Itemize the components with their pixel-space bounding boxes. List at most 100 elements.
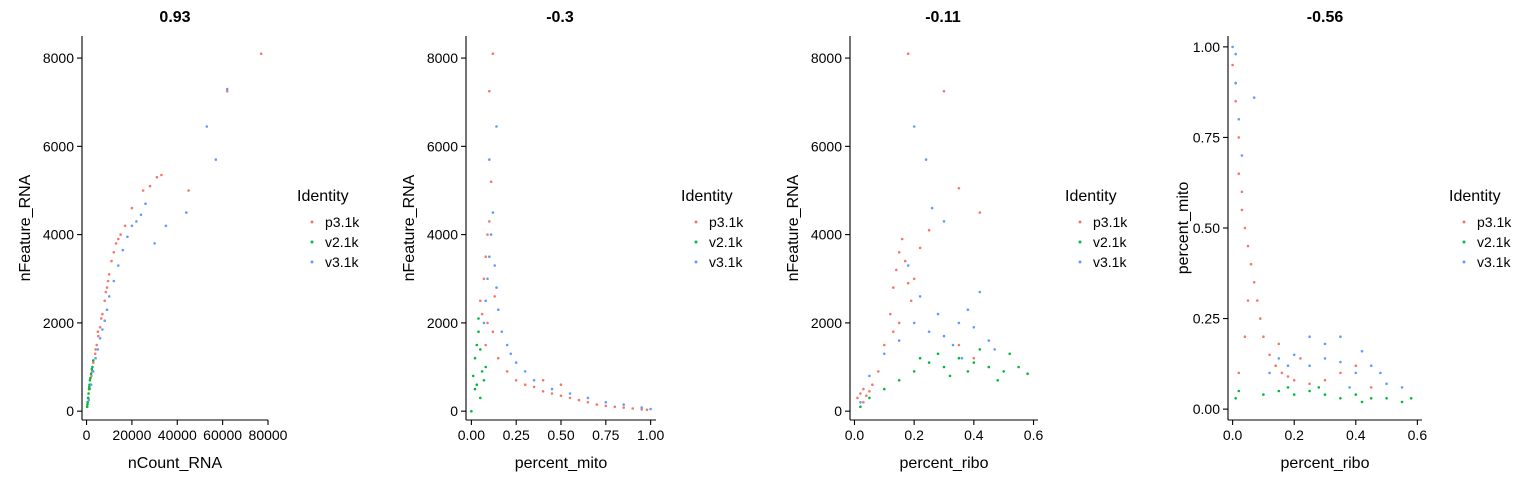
x-tick-label: 20000 bbox=[112, 427, 151, 443]
data-point bbox=[972, 326, 976, 329]
data-point bbox=[491, 211, 495, 214]
legend: Identity p3.1k v2.1k v3.1k bbox=[681, 188, 744, 270]
data-point bbox=[1246, 299, 1250, 302]
data-point bbox=[479, 396, 482, 400]
data-point bbox=[892, 330, 895, 334]
data-point bbox=[883, 387, 886, 391]
data-point bbox=[1268, 353, 1271, 357]
legend-title: Identity bbox=[297, 188, 349, 205]
y-tick-label: 6000 bbox=[427, 138, 458, 154]
data-point bbox=[106, 279, 110, 283]
data-point bbox=[862, 387, 865, 391]
data-point bbox=[897, 251, 901, 254]
data-point bbox=[978, 290, 982, 294]
data-point bbox=[541, 379, 545, 382]
y-axis-title: percent_mito bbox=[1175, 182, 1192, 275]
data-point bbox=[88, 385, 91, 389]
x-tick-label: 0.0 bbox=[1223, 427, 1243, 443]
y-tick-label: 6000 bbox=[811, 138, 842, 154]
data-point bbox=[856, 396, 859, 400]
data-point bbox=[87, 387, 91, 391]
data-point bbox=[1317, 386, 1321, 389]
data-point bbox=[957, 356, 961, 360]
data-point bbox=[559, 383, 563, 387]
data-point bbox=[98, 326, 102, 329]
legend-title: Identity bbox=[681, 188, 733, 205]
data-point bbox=[1262, 335, 1265, 339]
legend-label: v3.1k bbox=[1477, 254, 1511, 270]
y-axis-title: nFeature_RNA bbox=[17, 174, 34, 281]
data-point bbox=[505, 343, 509, 347]
data-point bbox=[957, 321, 961, 325]
data-point bbox=[484, 343, 488, 347]
data-point bbox=[972, 356, 976, 360]
data-point bbox=[509, 352, 513, 356]
data-point bbox=[1017, 365, 1020, 369]
data-point bbox=[486, 277, 489, 281]
data-point bbox=[1234, 81, 1237, 85]
x-tick-label: 0.2 bbox=[904, 427, 924, 443]
x-tick-label: 80000 bbox=[249, 427, 288, 443]
data-point bbox=[259, 52, 263, 55]
data-point bbox=[1234, 52, 1237, 56]
data-point bbox=[906, 281, 910, 285]
data-point bbox=[1280, 371, 1284, 375]
legend-key bbox=[1078, 260, 1082, 264]
data-point bbox=[101, 312, 104, 316]
data-point bbox=[889, 312, 892, 316]
data-point bbox=[942, 365, 946, 369]
data-point bbox=[936, 352, 940, 356]
data-point bbox=[906, 264, 910, 267]
data-point bbox=[568, 392, 572, 395]
data-point bbox=[951, 343, 955, 347]
legend-title: Identity bbox=[1449, 188, 1501, 205]
data-point bbox=[541, 390, 545, 393]
data-point bbox=[1240, 208, 1244, 212]
y-tick-label: 0 bbox=[450, 403, 458, 419]
data-point bbox=[135, 220, 138, 223]
data-point bbox=[1240, 154, 1244, 157]
data-point bbox=[1268, 371, 1271, 375]
data-point bbox=[493, 264, 497, 267]
data-point bbox=[1354, 393, 1358, 396]
data-point bbox=[1299, 357, 1302, 360]
data-point bbox=[1274, 364, 1277, 368]
data-point bbox=[1231, 45, 1234, 49]
scatter-panel: -0.11 0.0 0.2 0.4 0.6 0 2000 4000 6000 8000 percen… bbox=[785, 9, 1128, 472]
x-tick-label: 0.4 bbox=[964, 427, 984, 443]
data-point bbox=[130, 206, 134, 210]
x-tick-label: 0.6 bbox=[1024, 427, 1044, 443]
data-point bbox=[480, 312, 484, 316]
data-point bbox=[1286, 386, 1290, 389]
data-point bbox=[491, 330, 495, 334]
data-point bbox=[94, 348, 97, 351]
data-point bbox=[89, 383, 93, 387]
data-point bbox=[225, 89, 229, 93]
data-point bbox=[595, 403, 599, 406]
data-point bbox=[87, 392, 90, 395]
legend-label: v3.1k bbox=[709, 254, 743, 270]
legend-key bbox=[694, 260, 698, 264]
data-point bbox=[475, 343, 479, 347]
data-point bbox=[1369, 364, 1373, 368]
data-point bbox=[1234, 397, 1237, 400]
data-point bbox=[214, 158, 218, 161]
data-point bbox=[473, 356, 477, 360]
data-point bbox=[1385, 382, 1388, 386]
data-point bbox=[859, 405, 862, 409]
data-point bbox=[148, 184, 152, 188]
scatter-panel: -0.56 0.0 0.2 0.4 0.6 0.00 0.25 0.50 0.75 1.00 per… bbox=[1175, 9, 1512, 472]
data-point bbox=[141, 189, 145, 192]
data-point bbox=[104, 290, 108, 294]
data-point bbox=[86, 401, 89, 404]
data-point bbox=[95, 343, 98, 347]
data-point bbox=[987, 365, 991, 369]
legend-label: v2.1k bbox=[709, 234, 743, 250]
data-point bbox=[883, 343, 886, 347]
data-point bbox=[942, 89, 946, 93]
data-point bbox=[155, 175, 159, 179]
data-point bbox=[500, 330, 504, 334]
data-point bbox=[918, 295, 922, 298]
data-point bbox=[1308, 335, 1311, 339]
data-point bbox=[89, 372, 93, 376]
